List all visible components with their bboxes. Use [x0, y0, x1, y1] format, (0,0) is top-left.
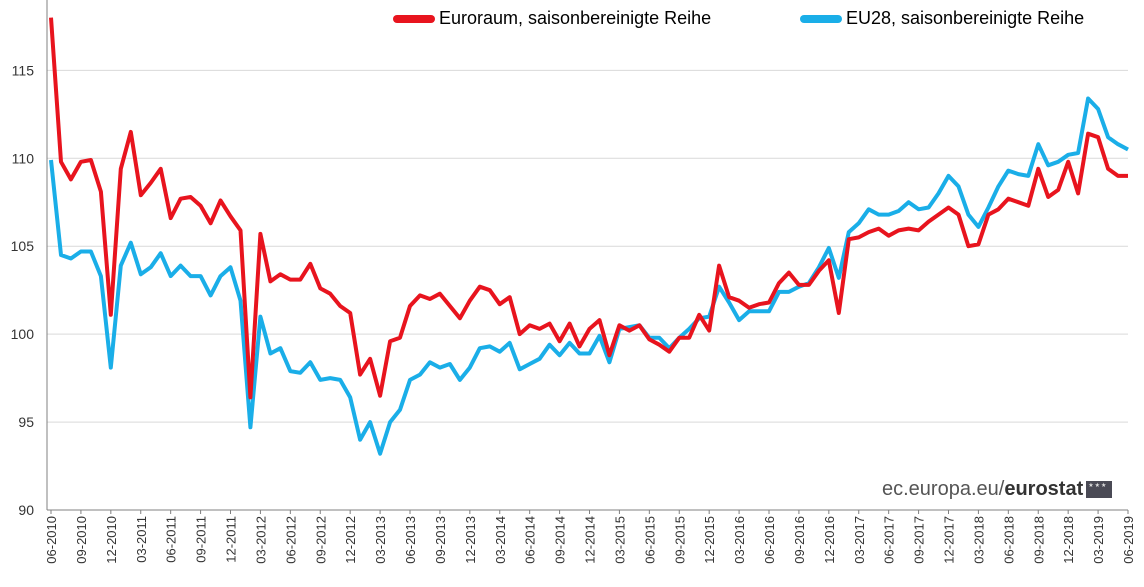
x-tick-label: 03-2015	[612, 516, 627, 564]
y-tick-labels: 90 95 100 105 110 115	[11, 62, 35, 518]
y-tick-label: 105	[11, 238, 35, 254]
x-tick-label: 09-2013	[433, 516, 448, 564]
x-tick-label: 09-2012	[313, 516, 328, 564]
x-tick-label: 09-2017	[912, 516, 927, 564]
x-tick-label: 03-2012	[253, 516, 268, 564]
legend-item-eu28: EU28, saisonbereinigte Reihe	[800, 8, 1084, 29]
x-tick-label: 09-2011	[194, 516, 209, 563]
series-line-eu28	[49, 96, 1129, 456]
x-tick-label: 03-2014	[493, 516, 508, 564]
legend-item-euroraum: Euroraum, saisonbereinigte Reihe	[393, 8, 711, 29]
x-tick-label: 06-2011	[164, 516, 179, 563]
x-tick-label: 03-2016	[732, 516, 747, 564]
x-tick-label: 09-2010	[74, 516, 89, 564]
x-tick-label: 12-2017	[942, 516, 957, 564]
legend-label-eu28: EU28, saisonbereinigte Reihe	[846, 8, 1085, 28]
y-tick-label: 95	[18, 414, 34, 430]
x-tick-labels: 06-2010 09-2010 12-2010 03-2011 06-2011 09-20…	[44, 516, 1136, 564]
x-tick-label: 06-2013	[403, 516, 418, 564]
x-tick-label: 12-2018	[1061, 516, 1076, 564]
legend-label-euroraum: Euroraum, saisonbereinigte Reihe	[439, 8, 712, 28]
x-tick-label: 06-2010	[44, 516, 59, 564]
x-tick-label: 03-2011	[134, 516, 149, 563]
y-tick-label: 90	[18, 502, 34, 518]
y-tick-label: 110	[12, 150, 35, 166]
x-tick-label: 03-2013	[373, 516, 388, 564]
x-tick-label: 09-2018	[1031, 516, 1046, 564]
legend-swatch-euroraum	[393, 14, 435, 23]
x-tick-label: 12-2016	[822, 516, 837, 564]
gridlines	[47, 69, 1128, 423]
series-lines	[49, 17, 1129, 456]
x-tick-label: 06-2015	[642, 516, 657, 564]
x-tick-label: 06-2019	[1121, 516, 1136, 564]
watermark-brand: eurostat	[1004, 478, 1084, 500]
axes	[46, 0, 1129, 514]
x-tick-label: 12-2014	[583, 516, 598, 564]
x-tick-label: 03-2017	[852, 516, 867, 564]
x-tick-label: 09-2016	[792, 516, 807, 564]
x-tick-label: 03-2018	[971, 516, 986, 564]
watermark-site: ec.europa.eu/	[882, 478, 1005, 500]
x-tick-label: 06-2014	[523, 516, 538, 564]
eurostat-watermark: ec.europa.eu/eurostat	[882, 478, 1113, 501]
x-tick-label: 06-2016	[762, 516, 777, 564]
x-tick-label: 12-2011	[224, 516, 239, 563]
legend-swatch-eu28	[800, 14, 842, 23]
y-tick-label: 100	[11, 326, 35, 342]
x-tick-label: 12-2012	[343, 516, 358, 564]
x-tick-label: 06-2018	[1001, 516, 1016, 564]
x-tick-label: 09-2015	[672, 516, 687, 564]
y-tick-label: 115	[12, 62, 35, 78]
x-tick-label: 06-2017	[882, 516, 897, 564]
x-tick-label: 03-2019	[1091, 516, 1106, 564]
x-tick-label: 12-2015	[702, 516, 717, 564]
x-tick-label: 09-2014	[553, 516, 568, 564]
x-tick-label: 06-2012	[283, 516, 298, 564]
x-tick-label: 12-2013	[463, 516, 478, 564]
series-line-euroraum	[49, 17, 1128, 400]
eu-flag-icon	[1086, 481, 1113, 498]
x-tick-label: 12-2010	[104, 516, 119, 564]
